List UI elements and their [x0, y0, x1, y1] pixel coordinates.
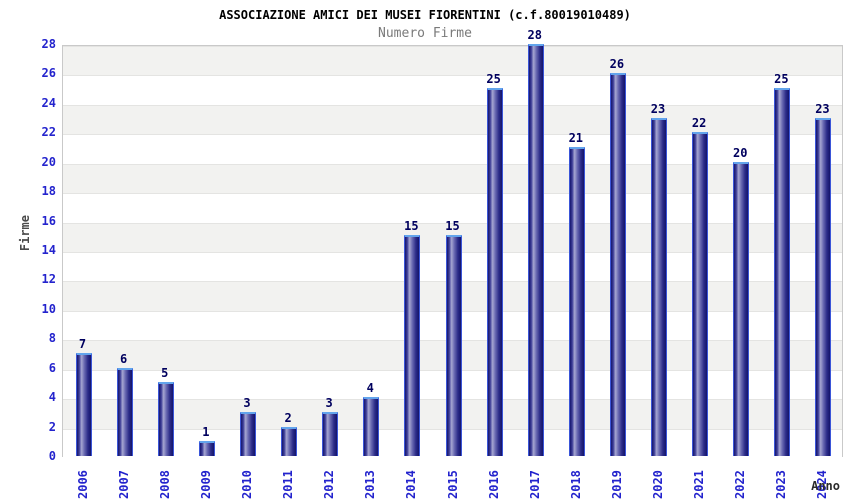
bar-value-label: 25: [774, 72, 789, 87]
bar-value-label: 21: [568, 131, 584, 145]
y-tick-label: 28: [41, 37, 56, 51]
x-tick-label: 2006: [75, 470, 90, 499]
x-axis-label: Anno: [811, 479, 840, 493]
x-tick-label: 2012: [322, 470, 337, 499]
y-tick-label: 6: [48, 360, 56, 375]
x-tick-label: 2020: [651, 470, 666, 499]
bar-2011: [281, 426, 298, 456]
y-tick-label: 14: [41, 243, 56, 257]
bar-value-label: 28: [527, 28, 542, 42]
y-tick-label: 16: [41, 213, 56, 228]
bar-2021: [692, 132, 709, 456]
bar-value-label: 7: [78, 337, 87, 351]
plot-area: [62, 44, 843, 458]
x-tick-label: 2009: [198, 470, 213, 499]
bar-2019: [609, 73, 626, 456]
y-tick-label: 24: [41, 95, 56, 110]
bar-2010: [239, 411, 256, 456]
x-tick-label: 2013: [363, 470, 378, 499]
grid-band: [63, 193, 842, 223]
grid-band: [63, 104, 842, 135]
y-tick-label: 10: [41, 301, 56, 316]
x-tick-label: 2010: [239, 470, 254, 499]
y-tick-label: 4: [48, 390, 56, 405]
bar-value-label: 26: [609, 57, 625, 72]
bar-value-label: 25: [486, 72, 501, 87]
x-tick-label: 2019: [609, 470, 624, 499]
x-tick-label: 2008: [157, 470, 172, 499]
y-tick-label: 22: [41, 125, 56, 140]
bar-2006: [75, 353, 92, 456]
bar-value-label: 3: [325, 395, 333, 410]
x-tick-label: 2015: [445, 470, 460, 499]
x-tick-label: 2021: [692, 470, 707, 499]
y-tick-label: 12: [41, 272, 56, 287]
y-tick-label: 20: [41, 154, 56, 169]
bar-value-label: 2: [284, 410, 292, 425]
bar-2008: [157, 382, 174, 456]
y-tick-label: 18: [41, 184, 56, 199]
x-tick-label: 2007: [116, 470, 131, 499]
bar-2012: [322, 411, 339, 456]
x-tick-label: 2022: [733, 470, 748, 499]
bar-value-label: 1: [202, 425, 210, 440]
y-tick-label: 8: [48, 331, 56, 346]
x-tick-label: 2016: [486, 470, 501, 499]
y-tick-label: 26: [41, 66, 56, 81]
bar-2022: [733, 161, 750, 456]
bar-value-label: 3: [243, 395, 251, 410]
bar-2018: [568, 147, 585, 456]
x-tick-label: 2014: [404, 470, 419, 499]
bar-2013: [363, 397, 380, 456]
chart-subtitle: Numero Firme: [378, 26, 472, 41]
bar-2017: [527, 44, 544, 456]
bar-2024: [815, 117, 832, 456]
bar-value-label: 23: [815, 101, 830, 116]
bar-2015: [445, 235, 462, 456]
x-tick-label: 2017: [527, 470, 542, 499]
bar-2014: [404, 235, 421, 456]
grid-band: [63, 163, 842, 194]
x-tick-label: 2011: [281, 470, 296, 499]
y-tick-label: 2: [48, 419, 56, 434]
x-tick-label: 2018: [568, 470, 583, 499]
bar-2023: [774, 88, 791, 456]
bar-2016: [486, 88, 503, 456]
bar-value-label: 5: [161, 366, 169, 381]
bar-2007: [116, 367, 133, 456]
bar-value-label: 6: [120, 351, 128, 366]
bar-2020: [651, 117, 668, 456]
grid-band: [63, 46, 842, 76]
grid-band: [63, 134, 842, 164]
bar-value-label: 4: [366, 381, 374, 396]
bar-value-label: 22: [691, 116, 707, 131]
bar-value-label: 15: [445, 219, 460, 234]
bar-value-label: 23: [650, 101, 666, 116]
bar-value-label: 15: [404, 219, 419, 234]
bar-value-label: 20: [733, 145, 748, 160]
grid-band: [63, 75, 842, 105]
bar-2009: [198, 441, 215, 456]
x-tick-label: 2023: [774, 470, 789, 499]
y-tick-label: 0: [48, 449, 56, 463]
chart-title: ASSOCIAZIONE AMICI DEI MUSEI FIORENTINI …: [219, 8, 631, 22]
